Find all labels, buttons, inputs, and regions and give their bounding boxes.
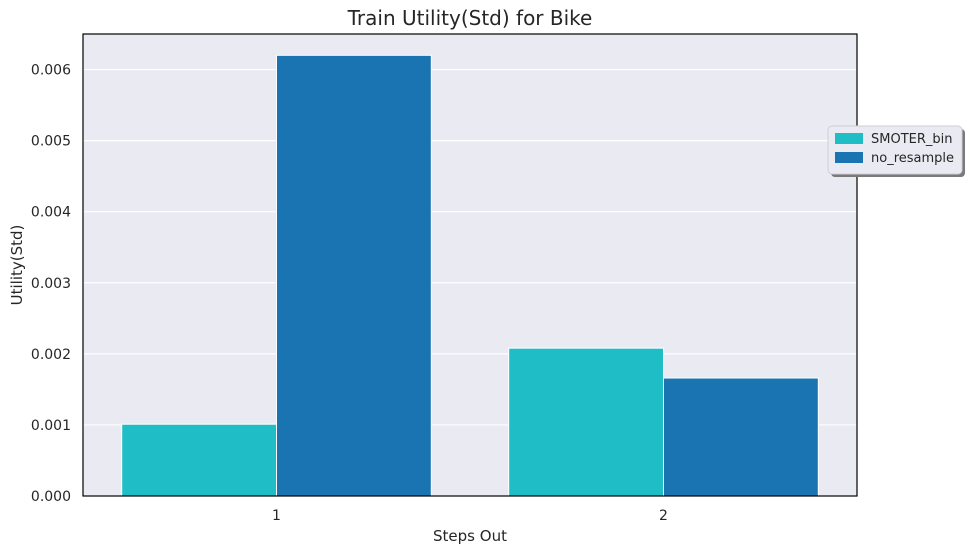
y-tick-label: 0.003 [31,276,71,292]
legend-swatch [835,152,863,163]
y-tick-label: 0.006 [31,63,71,79]
legend-label: SMOTER_bin [871,132,953,147]
legend-swatch [835,133,863,144]
x-tick-label: 2 [659,508,668,524]
y-axis-label: Utility(Std) [8,225,26,306]
bar-no_resample-1 [276,54,432,497]
y-axis-ticks: 0.000 0.001 0.002 0.003 0.004 0.005 0.006 [31,63,71,505]
legend: SMOTER_bin no_resample [827,125,965,177]
y-tick-label: 0.005 [31,134,71,150]
bar-SMOTER_bin-1 [121,423,277,497]
x-axis-label: Steps Out [433,527,507,545]
legend-label: no_resample [871,151,954,166]
plot-frame [82,33,858,497]
chart-title: Train Utility(Std) for Bike [347,6,593,30]
bar-no_resample-2 [663,377,819,497]
y-tick-label: 0.002 [31,347,71,363]
y-tick-label: 0.000 [31,489,71,505]
y-tick-label: 0.004 [31,205,71,221]
x-tick-label: 1 [272,508,281,524]
y-tick-label: 0.001 [31,418,71,434]
bar-SMOTER_bin-2 [508,347,665,497]
